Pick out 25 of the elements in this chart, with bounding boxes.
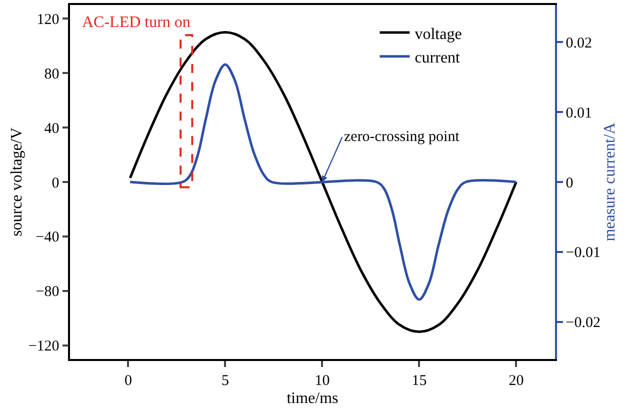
y2-tick-label: 0: [566, 175, 574, 192]
x-tick-label: 15: [412, 372, 427, 389]
y-tick-label: −120: [28, 338, 60, 355]
y-tick-label: −40: [36, 230, 60, 246]
x-axis-title: time/ms: [286, 390, 338, 407]
y-axis-title: source voltage/V: [8, 127, 26, 236]
x-tick-label: 20: [508, 372, 524, 389]
y2-axis-title: measure current/A: [602, 122, 619, 242]
y-tick-label: 120: [36, 12, 60, 28]
y2-tick-label: −0.01: [566, 245, 600, 262]
line-series: [128, 63, 518, 301]
y2-tick-label: 0.02: [566, 35, 592, 52]
x-tick-label: 0: [124, 372, 132, 389]
legend-label: voltage: [414, 26, 462, 43]
y-tick-label: −80: [36, 284, 60, 300]
annotation: zero-crossing point: [344, 129, 460, 145]
y2-tick-label: 0.01: [566, 105, 592, 122]
y-tick-label: 40: [44, 120, 60, 137]
annotation: AC-LED turn on: [82, 14, 190, 31]
x-tick-label: 5: [221, 372, 229, 389]
x-tick-label: 10: [314, 372, 330, 389]
legend-label: current: [414, 50, 461, 67]
y-tick-label: 0: [52, 175, 60, 192]
y2-tick-label: −0.02: [566, 315, 600, 332]
y-tick-label: 80: [44, 66, 60, 82]
